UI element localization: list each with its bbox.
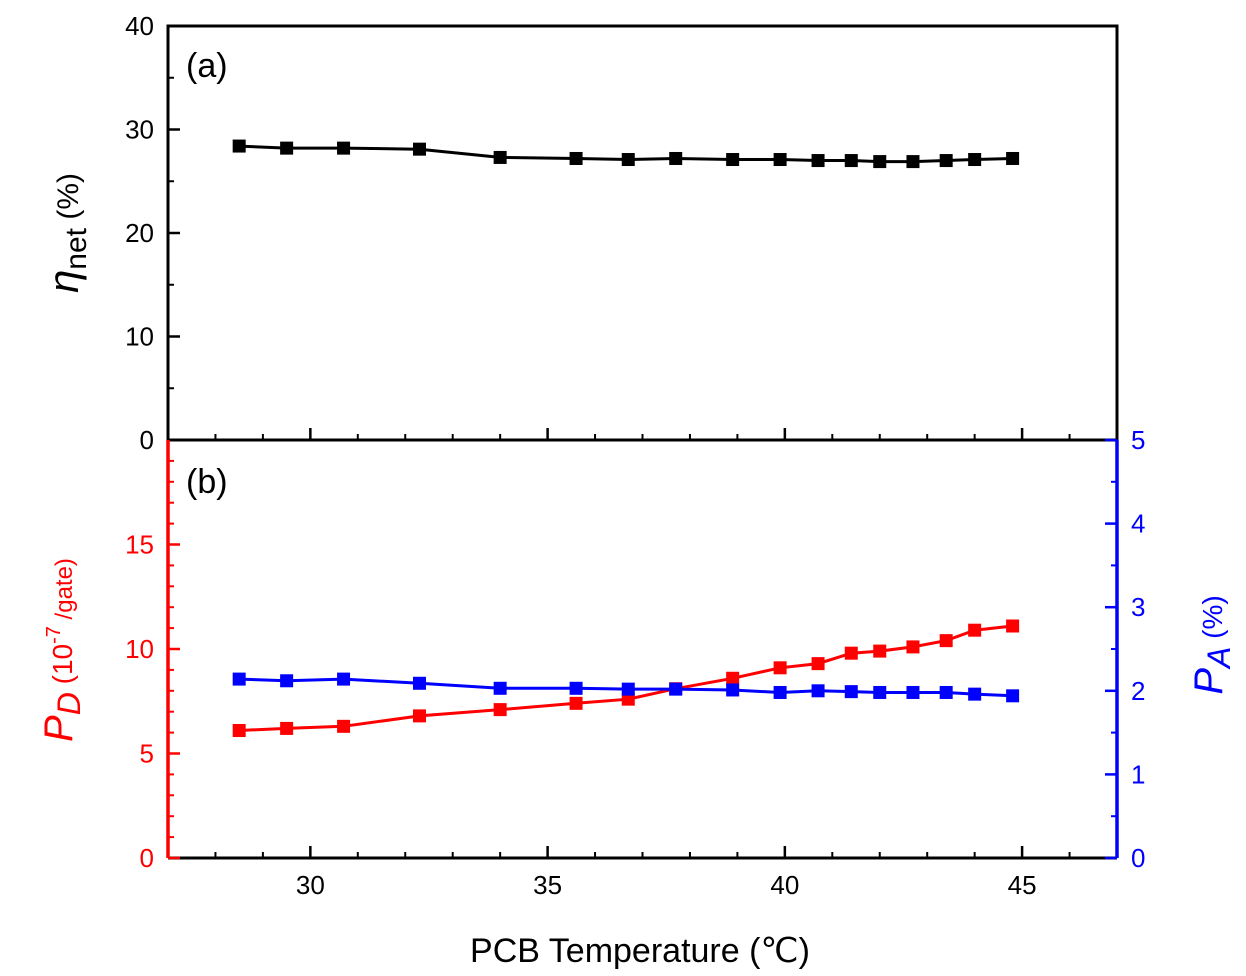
panel-b-left-ytick-label: 15 xyxy=(125,530,154,560)
xtick-label: 30 xyxy=(296,870,325,900)
panel-a-ytick-label: 30 xyxy=(125,115,154,145)
panel-b-right-point xyxy=(669,682,683,696)
panel-b-right-ytick-label: 1 xyxy=(1131,759,1145,789)
panel-a-point xyxy=(1006,151,1020,165)
panel-b-right-point xyxy=(621,682,635,696)
panel-b-left-point xyxy=(621,692,635,706)
panel-b-right-point xyxy=(939,685,953,699)
panel-a-point xyxy=(337,141,351,155)
panel-b-left-point xyxy=(939,634,953,648)
panel-a-ytick-label: 10 xyxy=(125,322,154,352)
panel-b-right-point xyxy=(1006,689,1020,703)
panel-a-point xyxy=(844,154,858,168)
panel-b-right-ytick-label: 4 xyxy=(1131,509,1145,539)
panel-a-point xyxy=(493,150,507,164)
panel-b-right-point xyxy=(232,672,246,686)
panel-a: 0 10 20 30 40 (a) ηnet (%) xyxy=(40,11,1119,455)
panel-b-left-ylabel-unit-suffix: /gate) xyxy=(51,558,78,626)
panel-a-ylabel-subscript: net xyxy=(60,227,93,269)
panel-b-left-point xyxy=(280,721,294,735)
panel-b-right-point xyxy=(493,681,507,695)
panel-a-point xyxy=(906,155,920,169)
panel-b-left-point xyxy=(906,640,920,654)
panel-b-right-point xyxy=(873,685,887,699)
panel-b-left-point xyxy=(726,671,740,685)
panel-a-point xyxy=(232,139,246,153)
panel-b-right-ytick-label: 0 xyxy=(1131,843,1145,873)
panel-a-ylabel-symbol: η xyxy=(40,270,87,293)
panel-b-right-point xyxy=(968,687,982,701)
panel-b-left-point xyxy=(569,696,583,710)
panel-b-left-ylabel: PD (10-7 /gate) xyxy=(37,558,87,742)
panel-a-point xyxy=(939,154,953,168)
panel-b-right-point xyxy=(569,681,583,695)
panel-b-right-ytick-label: 3 xyxy=(1131,592,1145,622)
xtick-label: 35 xyxy=(533,870,562,900)
panel-a-point xyxy=(726,153,740,167)
panel-b-label: (b) xyxy=(186,463,228,501)
panel-a-point xyxy=(773,153,787,167)
xtick-label: 40 xyxy=(770,870,799,900)
panel-a-point xyxy=(280,141,294,155)
panel-b-left-point xyxy=(873,644,887,658)
panel-a-ytick-label: 40 xyxy=(125,11,154,41)
panel-b-right-point xyxy=(280,674,294,688)
panel-b-left-ylabel-symbol: P xyxy=(37,715,81,742)
panel-b-left-point xyxy=(337,719,351,733)
xtick-label: 45 xyxy=(1008,870,1037,900)
panel-b-right-point xyxy=(337,672,351,686)
panel-b-right-ylabel-subscript: A xyxy=(1201,647,1237,670)
panel-b-left-point xyxy=(232,724,246,738)
panel-b-right-ylabel-unit: (%) xyxy=(1197,595,1228,646)
panel-b-left-ytick-label: 10 xyxy=(125,634,154,664)
panel-a-frame xyxy=(166,24,1119,442)
panel-b-right-ytick-label: 5 xyxy=(1131,425,1145,455)
panel-a-label: (a) xyxy=(186,47,228,85)
panel-a-ytick-label: 0 xyxy=(140,425,154,455)
panel-b-left-point xyxy=(1006,619,1020,633)
panel-b-right-ylabel-symbol: P xyxy=(1187,668,1231,695)
panel-b-right-point xyxy=(726,683,740,697)
panel-a-point xyxy=(621,153,635,167)
panel-a-point xyxy=(669,151,683,165)
panel-a-ytick-label: 20 xyxy=(125,218,154,248)
panel-b-right-point xyxy=(412,676,426,690)
panel-b-right-point xyxy=(906,685,920,699)
panel-b-left-ytick-label: 0 xyxy=(140,843,154,873)
panel-b-left-ylabel-unit-prefix: (10 xyxy=(47,644,78,692)
panel-a-point xyxy=(569,151,583,165)
panel-a-point xyxy=(873,155,887,169)
panel-a-ylabel: ηnet (%) xyxy=(40,173,93,293)
panel-a-point xyxy=(412,142,426,156)
panel-b-left-point xyxy=(773,661,787,675)
panel-b-right-point xyxy=(773,685,787,699)
panel-a-ylabel-unit: (%) xyxy=(52,173,85,228)
shared-x-axis: 30 35 40 45 PCB Temperature (℃) xyxy=(214,846,1071,970)
panel-a-point xyxy=(811,154,825,168)
panel-b-left-point xyxy=(968,623,982,637)
panel-b-left-ytick-label: 5 xyxy=(140,739,154,769)
panel-a-point xyxy=(968,153,982,167)
panel-b-left-ylabel-subscript: D xyxy=(51,692,87,715)
panel-b-right-ylabel: PA (%) xyxy=(1187,595,1237,694)
panel-b-right-point xyxy=(844,685,858,699)
panel-b-left-point xyxy=(493,703,507,717)
panel-b-left-point xyxy=(412,709,426,723)
x-axis-title: PCB Temperature (℃) xyxy=(470,932,810,970)
panel-b-left-point xyxy=(844,646,858,660)
panel-b-right-ytick-label: 2 xyxy=(1131,676,1145,706)
panel-b-left-point xyxy=(811,657,825,671)
panel-b-left-ylabel-unit-exp: -7 xyxy=(43,626,65,644)
panel-b-right-point xyxy=(811,684,825,698)
